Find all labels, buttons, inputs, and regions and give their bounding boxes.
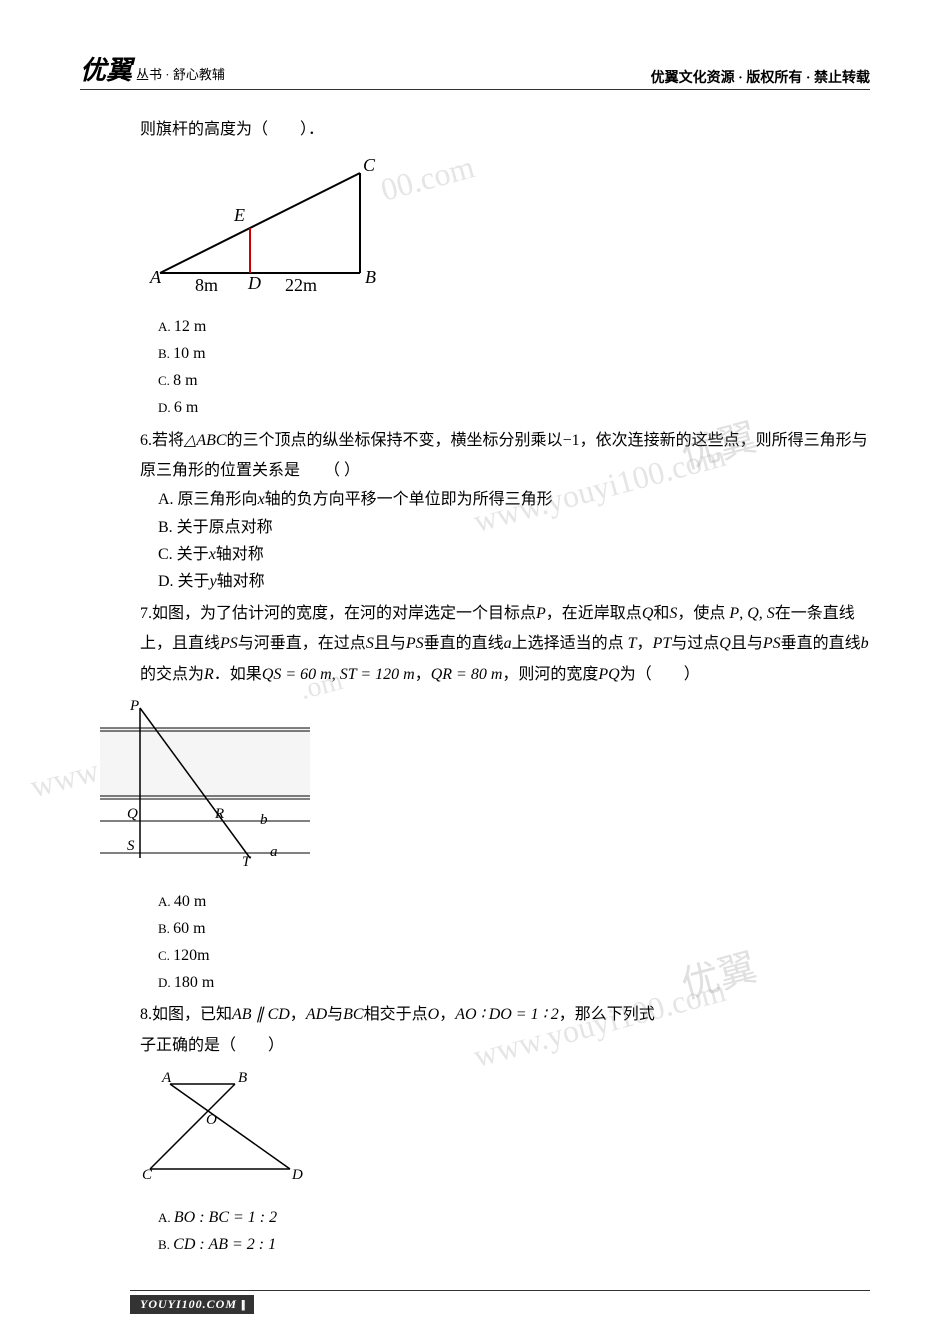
q7-figure: P Q R b S T a [90,698,870,879]
svg-text:b: b [260,812,268,828]
q8-opt-b: B. CD : AB = 2 : 1 [158,1231,870,1258]
svg-text:R: R [214,806,224,822]
q7-opt-b: B. 60 m [158,915,870,942]
svg-text:B: B [238,1070,247,1086]
q8-stem: 8.如图，已知AB ∥ CD，AD与BC相交于点O，AO ∶ DO = 1 ∶ … [140,1000,870,1030]
header-right-text: 优翼文化资源 · 版权所有 · 禁止转载 [651,67,870,87]
q7-opt-d: D. 180 m [158,969,870,996]
q6-opt-b: B. 关于原点对称 [158,514,870,541]
logo-main: 优翼 [80,56,132,85]
q5-opt-c: C. 8 m [158,367,870,394]
q6-opt-c: C. 关于x轴对称 [158,541,870,568]
label-A: A [149,267,162,287]
svg-text:Q: Q [127,806,138,822]
svg-text:C: C [142,1167,153,1183]
logo: 优翼 丛书 · 舒心教辅 [80,50,225,87]
q6-opt-a: A. 原三角形向x轴的负方向平移一个单位即为所得三角形 [158,486,870,513]
label-B: B [365,267,376,287]
svg-text:A: A [161,1070,172,1086]
q8-options: A. BO : BC = 1 : 2 B. CD : AB = 2 : 1 [140,1204,870,1258]
svg-text:O: O [206,1112,217,1128]
label-22m: 22m [285,275,317,293]
q8-figure: A B C D O [140,1069,870,1195]
svg-text:a: a [270,844,278,860]
q7-options: A. 40 m B. 60 m C. 120m D. 180 m [140,888,870,997]
q6-opt-d: D. 关于y轴对称 [158,568,870,595]
q8-stem-line2: 子正确的是（ ） [140,1031,870,1061]
q6-stem: 6.若将△ABC的三个顶点的纵坐标保持不变，横坐标分别乘以−1，依次连接新的这些… [140,426,870,487]
q5-opt-d: D. 6 m [158,394,870,421]
svg-text:T: T [242,854,252,868]
q7-opt-c: C. 120m [158,942,870,969]
logo-sub: 丛书 · 舒心教辅 [136,67,225,82]
label-C: C [363,155,376,175]
label-D: D [247,273,261,293]
q8-opt-a: A. BO : BC = 1 : 2 [158,1204,870,1231]
q5-options: A. 12 m B. 10 m C. 8 m D. 6 m [140,313,870,422]
label-8m: 8m [195,275,218,293]
q6-options: A. 原三角形向x轴的负方向平移一个单位即为所得三角形 B. 关于原点对称 C.… [140,486,870,595]
label-E: E [233,205,245,225]
content-area: 则旗杆的高度为（ ）． A B C D E 8m 22m A. 12 m B. … [80,115,870,1258]
q5-opt-a: A. 12 m [158,313,870,340]
q5-stem: 则旗杆的高度为（ ）． [140,115,870,145]
q5-figure: A B C D E 8m 22m [140,153,870,304]
q5-opt-b: B. 10 m [158,340,870,367]
svg-text:D: D [291,1167,303,1183]
q7-stem: 7.如图，为了估计河的宽度，在河的对岸选定一个目标点P，在近岸取点Q和S，使点 … [140,599,870,690]
page-header: 优翼 丛书 · 舒心教辅 优翼文化资源 · 版权所有 · 禁止转载 [80,50,870,90]
footer-text: YOUYI100.COM |||| [130,1295,254,1314]
page-footer: YOUYI100.COM |||| [130,1290,870,1314]
q7-opt-a: A. 40 m [158,888,870,915]
svg-text:S: S [127,838,135,854]
svg-text:P: P [129,698,139,714]
